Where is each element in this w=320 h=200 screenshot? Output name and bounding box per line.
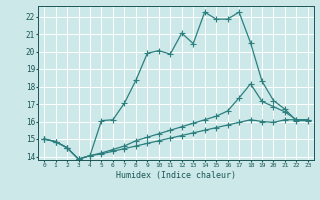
X-axis label: Humidex (Indice chaleur): Humidex (Indice chaleur) (116, 171, 236, 180)
